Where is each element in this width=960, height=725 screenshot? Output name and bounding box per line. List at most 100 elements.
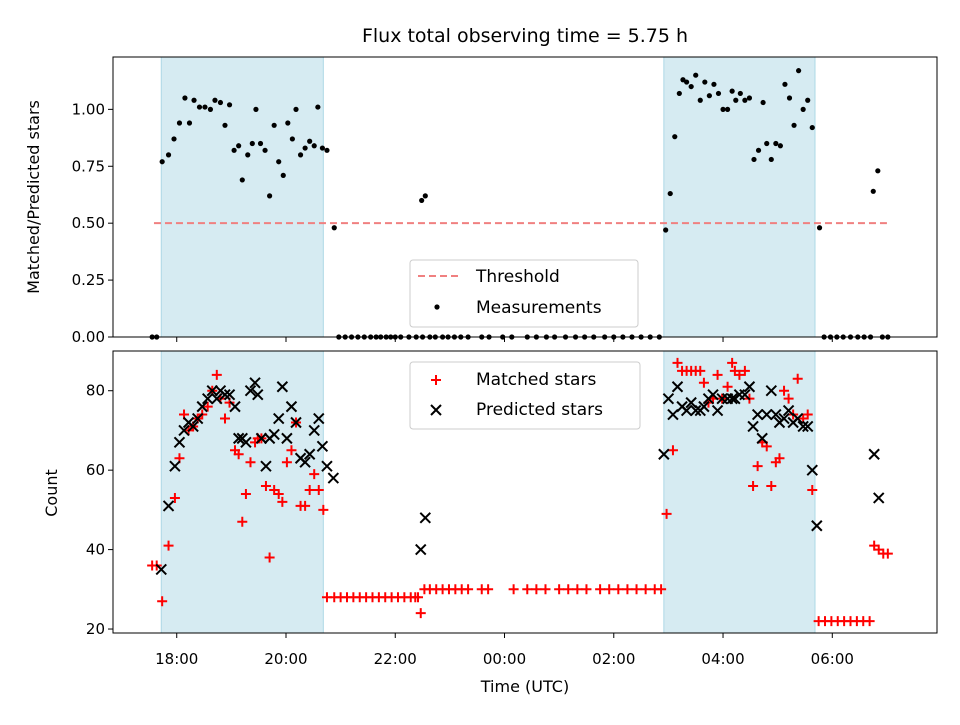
predicted-star-point xyxy=(244,385,257,397)
predicted-star-point xyxy=(743,381,756,393)
predicted-star-point xyxy=(196,400,208,413)
x-tick-label: 22:00 xyxy=(374,650,417,668)
measurement-point xyxy=(796,68,802,74)
measurement-point xyxy=(706,93,712,99)
measurement-point xyxy=(816,225,823,231)
measurement-point xyxy=(280,172,286,178)
matched-star-point xyxy=(766,481,777,492)
matched-star-point xyxy=(413,592,424,603)
matched-star-point xyxy=(752,461,763,472)
predicted-star-point xyxy=(206,385,218,397)
measurement-point xyxy=(755,147,762,153)
predicted-star-point xyxy=(249,377,261,389)
measurement-point xyxy=(159,159,165,165)
predicted-star-point xyxy=(299,456,311,468)
measurement-point xyxy=(742,97,748,103)
predicted-star-point xyxy=(169,460,181,472)
measurement-point xyxy=(176,120,183,126)
predicted-star-point xyxy=(791,412,804,425)
measurement-point xyxy=(697,97,703,103)
bottom-y-axis-label: Count xyxy=(42,469,61,517)
measurement-point xyxy=(262,147,268,153)
measurement-point xyxy=(165,152,172,158)
matched-star-point xyxy=(281,457,292,468)
matched-star-point xyxy=(604,584,615,595)
matched-star-point xyxy=(286,445,297,456)
matched-star-point xyxy=(273,488,284,499)
measurement-point xyxy=(239,177,245,183)
measurement-point xyxy=(276,159,282,165)
axes-layer: 0.00 0.25 0.50 0.75 1.00 20 40 60 80 18:00 20:00 22… xyxy=(72,56,938,668)
measurement-point xyxy=(253,106,259,112)
top-y-tick-label: 0.00 xyxy=(72,328,105,346)
matched-star-point xyxy=(264,552,275,563)
predicted-star-point xyxy=(658,448,670,460)
matched-star-point xyxy=(169,492,180,503)
predicted-star-point xyxy=(229,400,241,413)
measurement-point xyxy=(791,122,797,128)
matched-star-point xyxy=(783,393,794,404)
measurement-point xyxy=(688,83,694,90)
measurement-point xyxy=(768,156,774,163)
matched-star-point xyxy=(277,496,288,507)
legend-measurements-label: Measurements xyxy=(476,298,602,318)
matched-star-point xyxy=(734,369,745,380)
predicted-star-point xyxy=(201,392,214,405)
predicted-star-point xyxy=(770,408,782,421)
predicted-star-point xyxy=(873,492,885,504)
matched-star-point xyxy=(563,584,574,595)
matched-star-point xyxy=(233,449,244,460)
shade-layer xyxy=(160,57,816,633)
measurement-point xyxy=(711,81,717,87)
top-legend xyxy=(409,259,639,328)
predicted-star-point xyxy=(303,448,316,460)
measurement-point xyxy=(693,72,699,78)
x-axis-label: Time (UTC) xyxy=(480,677,569,696)
measurement-point xyxy=(236,143,242,149)
predicted-star-point xyxy=(223,388,236,401)
matched-star-point xyxy=(640,584,651,595)
matched-star-point xyxy=(807,485,818,496)
bottom-y-tick-label: 80 xyxy=(86,382,105,400)
measurement-point xyxy=(805,97,811,103)
matched-star-point xyxy=(531,584,542,595)
x-tick-label: 02:00 xyxy=(592,650,635,668)
matched-star-point xyxy=(237,516,248,527)
measurement-point xyxy=(422,193,428,199)
measurement-point xyxy=(724,106,731,112)
measurement-point xyxy=(746,95,753,101)
predicted-star-point xyxy=(797,420,809,433)
predicted-star-point xyxy=(268,428,280,441)
predicted-star-point xyxy=(276,381,289,393)
matched-star-point xyxy=(245,457,256,468)
predicted-star-point xyxy=(187,420,199,433)
matched-star-point xyxy=(508,584,519,595)
predicted-star-point xyxy=(232,432,245,445)
matched-star-point xyxy=(882,548,893,559)
predicted-star-point xyxy=(211,392,223,405)
matched-star-point xyxy=(864,616,875,627)
measurement-point xyxy=(217,99,224,106)
matched-star-point xyxy=(774,453,785,464)
x-tick-label: 06:00 xyxy=(811,650,854,668)
measurement-point xyxy=(222,122,228,128)
matched-star-point xyxy=(163,540,174,551)
top-chart-title: Flux total observing time = 5.75 h xyxy=(362,25,688,47)
matched-star-point xyxy=(304,485,315,496)
predicted-star-point xyxy=(219,388,231,401)
measurement-point xyxy=(684,79,690,85)
predicted-star-point xyxy=(711,404,724,417)
top-shaded-region-1 xyxy=(663,57,815,337)
measurement-point xyxy=(800,106,806,112)
matched-star-point xyxy=(313,485,324,496)
predicted-star-point xyxy=(765,385,777,397)
measurement-point xyxy=(289,136,295,142)
bottom-y-tick-label: 40 xyxy=(86,541,105,559)
legend-threshold-label: Threshold xyxy=(475,267,560,287)
matched-star-point xyxy=(318,504,329,515)
measurement-point xyxy=(764,140,770,147)
bottom-legend xyxy=(409,361,641,430)
bottom-y-tick-label: 20 xyxy=(86,620,105,638)
bottom-y-tick-label: 60 xyxy=(86,461,105,479)
predicted-star-point xyxy=(273,412,285,425)
